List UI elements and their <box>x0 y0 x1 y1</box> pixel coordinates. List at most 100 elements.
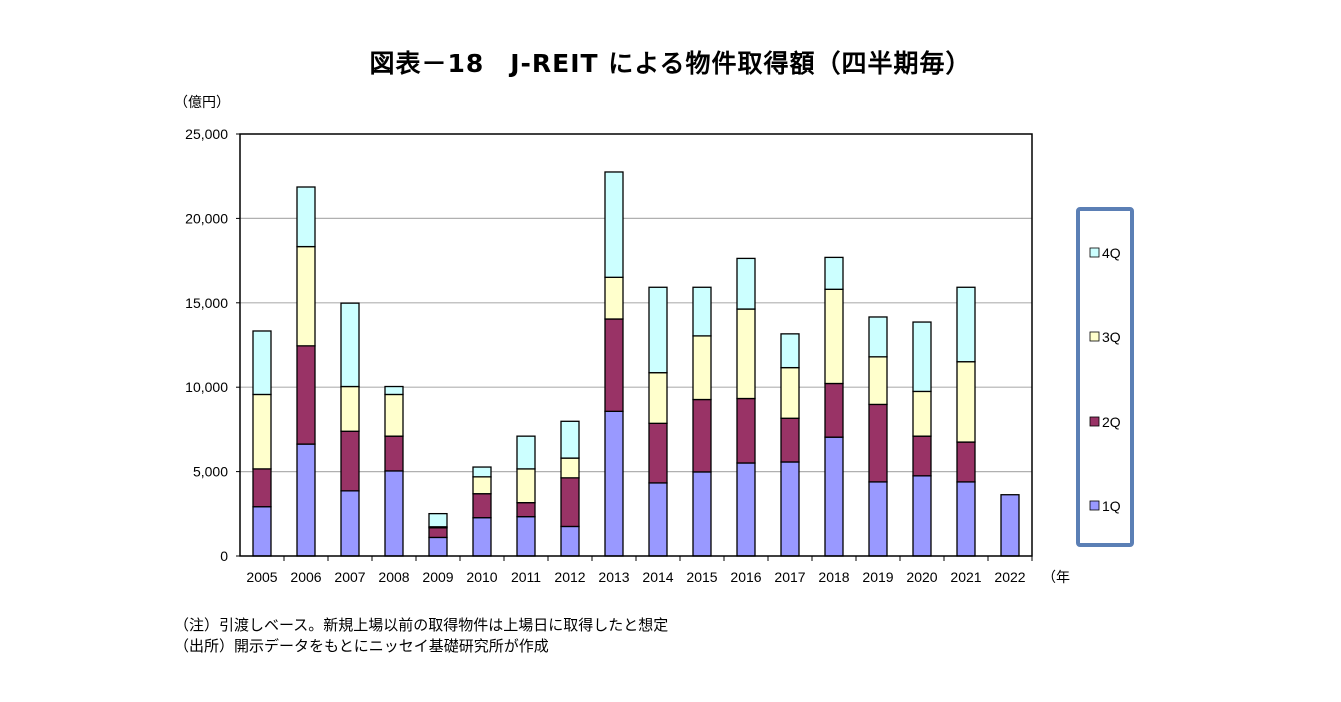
bar-3Q-2021 <box>956 361 976 443</box>
bar-2Q-2019 <box>868 403 888 483</box>
bar-4Q-2010 <box>472 466 492 478</box>
legend-label-1Q: 1Q <box>1102 498 1121 514</box>
x-tick-label: 2021 <box>950 569 981 585</box>
x-tick-label: 2007 <box>334 569 365 585</box>
bar-3Q-2016 <box>736 308 756 400</box>
bar-3Q-2019 <box>868 356 888 406</box>
bar-4Q-2013 <box>604 171 624 278</box>
x-tick-label: 2009 <box>422 569 453 585</box>
bar-2Q-2021 <box>956 441 976 483</box>
bar-3Q-2011 <box>516 468 536 504</box>
x-tick-label: 2019 <box>862 569 893 585</box>
bar-3Q-2007 <box>340 385 360 432</box>
y-tick-label: 25,000 <box>185 126 228 142</box>
legend-swatch-4Q <box>1089 247 1100 258</box>
bar-4Q-2012 <box>560 420 580 459</box>
bar-4Q-2007 <box>340 302 360 388</box>
bar-2Q-2008 <box>384 435 404 472</box>
legend-box <box>1076 207 1134 547</box>
bar-1Q-2009 <box>428 536 448 557</box>
bar-3Q-2014 <box>648 372 668 424</box>
legend-label-3Q: 3Q <box>1102 329 1121 345</box>
bar-1Q-2016 <box>736 462 756 557</box>
bar-4Q-2020 <box>912 321 932 393</box>
x-tick-label: 2015 <box>686 569 717 585</box>
bar-4Q-2019 <box>868 316 888 358</box>
chart-title: 図表－18 J-REIT による物件取得額（四半期毎） <box>369 49 972 78</box>
bar-1Q-2007 <box>340 490 360 557</box>
bar-3Q-2005 <box>252 393 272 470</box>
x-tick-label: 2005 <box>246 569 277 585</box>
bar-2Q-2009 <box>428 527 448 539</box>
x-tick-label: 2016 <box>730 569 761 585</box>
x-tick-label: 2014 <box>642 569 673 585</box>
y-tick-label: 5,000 <box>193 464 228 480</box>
x-tick-label: 2022 <box>994 569 1025 585</box>
bar-2Q-2015 <box>692 398 712 473</box>
x-axis-label: （年 <box>1042 569 1070 585</box>
bar-4Q-2009 <box>428 512 448 528</box>
bar-4Q-2008 <box>384 385 404 396</box>
y-tick-label: 15,000 <box>185 295 228 311</box>
bar-4Q-2015 <box>692 286 712 337</box>
bar-4Q-2018 <box>824 256 844 290</box>
legend-label-2Q: 2Q <box>1102 414 1121 430</box>
x-tick-label: 2011 <box>511 569 541 585</box>
bar-2Q-2016 <box>736 397 756 464</box>
bar-3Q-2012 <box>560 457 580 479</box>
bar-2Q-2007 <box>340 430 360 492</box>
bar-1Q-2013 <box>604 410 624 557</box>
y-axis-unit: （億円） <box>174 95 230 111</box>
y-tick-label: 0 <box>220 548 228 564</box>
bar-1Q-2006 <box>296 443 316 557</box>
bar-3Q-2018 <box>824 288 844 385</box>
bar-1Q-2017 <box>780 461 800 557</box>
x-tick-label: 2017 <box>774 569 805 585</box>
bar-2Q-2006 <box>296 345 316 445</box>
bar-2Q-2017 <box>780 417 800 463</box>
bar-3Q-2015 <box>692 335 712 401</box>
bar-1Q-2022 <box>1000 494 1020 557</box>
bar-3Q-2008 <box>384 393 404 437</box>
bar-1Q-2021 <box>956 481 976 557</box>
legend-swatch-1Q <box>1089 500 1100 511</box>
x-tick-label: 2012 <box>554 569 585 585</box>
bar-3Q-2006 <box>296 245 316 347</box>
bar-4Q-2005 <box>252 330 272 396</box>
bar-1Q-2014 <box>648 482 668 557</box>
note: （注）引渡しベース。新規上場以前の取得物件は上場日に取得したと想定 <box>174 616 669 634</box>
bar-1Q-2011 <box>516 516 536 557</box>
bar-2Q-2013 <box>604 318 624 412</box>
bar-2Q-2020 <box>912 435 932 477</box>
legend-swatch-3Q <box>1089 331 1100 342</box>
bar-2Q-2012 <box>560 477 580 528</box>
bar-1Q-2008 <box>384 470 404 557</box>
bar-2Q-2018 <box>824 382 844 438</box>
plot-area <box>239 133 1033 557</box>
bar-2Q-2011 <box>516 502 536 518</box>
bar-1Q-2019 <box>868 481 888 557</box>
y-tick-label: 10,000 <box>185 379 228 395</box>
bar-1Q-2005 <box>252 506 272 557</box>
source: （出所）開示データをもとにニッセイ基礎研究所が作成 <box>174 637 549 655</box>
x-tick-label: 2010 <box>466 569 497 585</box>
bar-4Q-2011 <box>516 435 536 470</box>
bar-1Q-2010 <box>472 517 492 557</box>
y-tick-label: 20,000 <box>185 210 228 226</box>
bar-3Q-2010 <box>472 476 492 495</box>
bar-3Q-2017 <box>780 366 800 419</box>
x-tick-label: 2008 <box>378 569 409 585</box>
bar-1Q-2020 <box>912 475 932 557</box>
bar-4Q-2014 <box>648 286 668 374</box>
legend-label-4Q: 4Q <box>1102 245 1121 261</box>
x-tick-label: 2020 <box>906 569 937 585</box>
bar-2Q-2010 <box>472 493 492 519</box>
bar-1Q-2018 <box>824 436 844 557</box>
bar-4Q-2006 <box>296 186 316 248</box>
x-tick-label: 2006 <box>290 569 321 585</box>
bar-4Q-2016 <box>736 257 756 310</box>
x-tick-label: 2013 <box>598 569 629 585</box>
bar-4Q-2021 <box>956 286 976 363</box>
x-tick-label: 2018 <box>818 569 849 585</box>
